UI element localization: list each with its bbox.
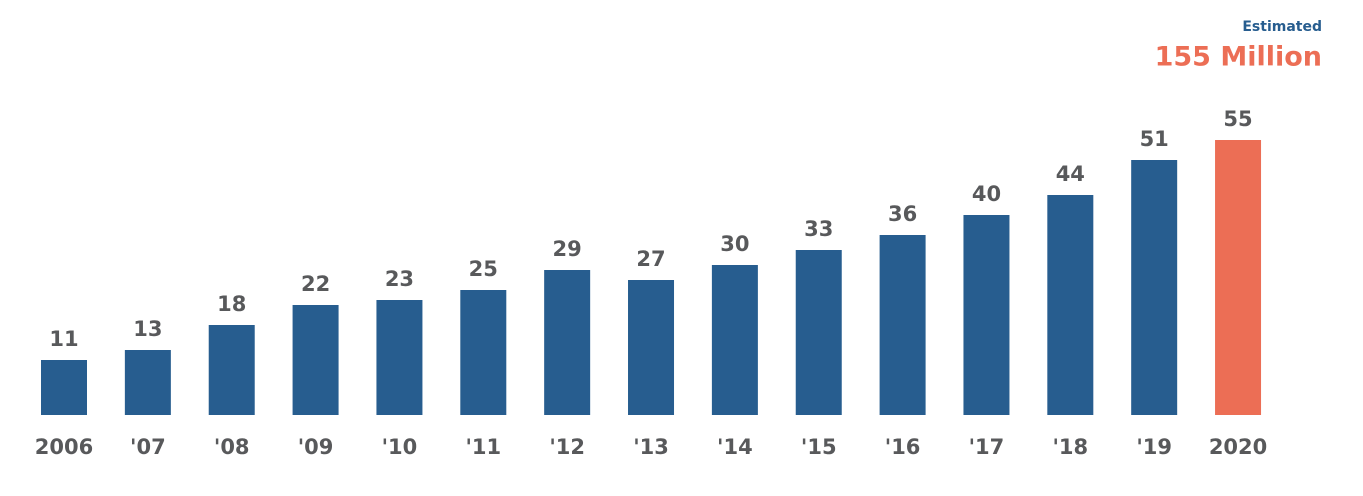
x-tick-label: '17 — [969, 435, 1005, 459]
data-label: 18 — [217, 292, 246, 316]
bar — [124, 350, 171, 415]
bar — [1047, 195, 1094, 415]
data-label: 30 — [720, 232, 749, 256]
bar — [544, 270, 591, 415]
data-label: 25 — [469, 257, 498, 281]
x-tick-label: '18 — [1052, 435, 1088, 459]
bar — [292, 305, 339, 415]
annotation-value: 155 Million — [1155, 42, 1322, 73]
annotation-label: Estimated — [1242, 19, 1322, 35]
x-tick-label: '07 — [130, 435, 166, 459]
x-tick-label: '15 — [801, 435, 837, 459]
data-label: 40 — [972, 182, 1001, 206]
bar — [711, 265, 758, 415]
data-label: 55 — [1223, 107, 1252, 131]
bar — [628, 280, 675, 415]
x-tick-label: '09 — [298, 435, 334, 459]
data-label: 11 — [49, 327, 78, 351]
data-label: 51 — [1140, 127, 1169, 151]
bar — [41, 360, 87, 415]
bar — [208, 325, 255, 415]
x-tick-label: '08 — [214, 435, 250, 459]
x-tick-label: '12 — [549, 435, 585, 459]
x-tick-label: 2020 — [1209, 435, 1267, 459]
x-tick-label: '11 — [465, 435, 501, 459]
bar — [963, 215, 1010, 415]
data-label: 33 — [804, 217, 833, 241]
x-tick-label: 2006 — [35, 435, 93, 459]
x-tick-label: '16 — [885, 435, 921, 459]
data-label: 22 — [301, 272, 330, 296]
x-tick-label: '19 — [1136, 435, 1172, 459]
bar — [460, 290, 507, 415]
data-label: 23 — [385, 267, 414, 291]
bar — [1131, 160, 1178, 415]
x-tick-label: '14 — [717, 435, 753, 459]
data-label: 27 — [636, 247, 665, 271]
bar — [795, 250, 842, 415]
data-label: 44 — [1056, 162, 1085, 186]
bar — [1215, 140, 1262, 415]
data-label: 13 — [133, 317, 162, 341]
bar — [376, 300, 423, 415]
data-label: 36 — [888, 202, 917, 226]
data-label: 29 — [553, 237, 582, 261]
x-tick-label: '13 — [633, 435, 669, 459]
x-tick-label: '10 — [382, 435, 418, 459]
bar — [879, 235, 926, 415]
